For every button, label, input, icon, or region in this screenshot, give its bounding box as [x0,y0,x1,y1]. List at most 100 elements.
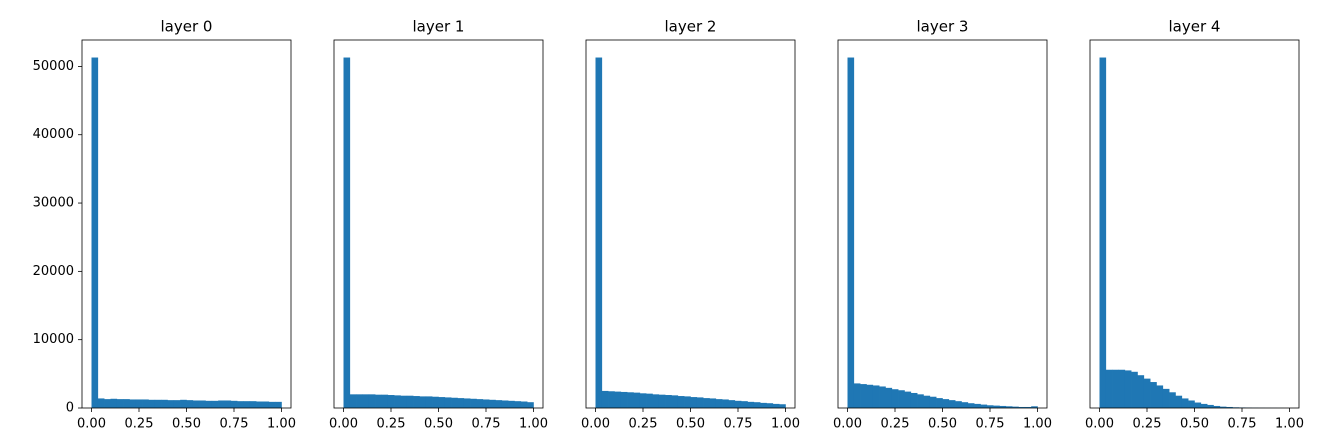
histogram-bar [432,396,439,408]
histogram-bar [1213,405,1221,408]
histogram-bar [91,57,99,409]
histogram-bar [608,391,615,408]
histogram-bar [161,399,168,408]
histogram-bar [110,398,118,408]
histogram-bar [1099,57,1107,409]
histogram-bar [1194,402,1202,408]
x-tick-label: 0.75 [220,417,249,432]
histogram-bar [224,400,232,408]
histogram-bar [715,399,723,408]
subplot-title: layer 4 [1169,18,1221,36]
histogram-bar [646,393,653,408]
x-tick-label: 0.25 [881,417,910,432]
histogram-bar [451,397,458,408]
histogram-bar [904,391,912,408]
histogram-bar [1024,406,1032,408]
histogram-bar [1105,369,1113,408]
histogram-bar [476,399,484,408]
histogram-bar [444,397,452,408]
histogram-bar [482,399,490,408]
histogram-bar [910,392,918,408]
histogram-bar [356,394,363,408]
histogram-bar [741,401,748,408]
histogram-bar [923,395,931,408]
histogram-bar [129,399,137,408]
histogram-bar [986,405,994,408]
histogram-bar [601,390,609,408]
x-tick-label: 1.00 [771,417,800,432]
subplot-title: layer 2 [665,18,717,36]
y-tick-label: 50000 [33,59,74,74]
histogram-bar [709,398,717,408]
x-tick-label: 0.50 [172,417,201,432]
histogram-bar [520,401,528,408]
histogram-bar [97,398,105,408]
histogram-bar [766,403,774,408]
histogram-bar [853,383,861,408]
histogram-bar [154,399,162,408]
histogram-bar [148,399,156,408]
axes-frame [333,39,544,409]
x-tick-label: 0.50 [676,417,705,432]
histogram-bar [514,401,522,408]
x-tick-label: 0.00 [77,417,106,432]
histogram-bar [974,403,981,408]
histogram-bar [1181,398,1189,408]
histogram-bar [1188,400,1195,408]
histogram-bar [205,400,213,408]
histogram-bar [180,399,187,408]
histogram-bar [961,402,969,408]
histogram-bar [104,399,111,408]
histogram-bar [1200,403,1208,408]
histogram-bar [936,398,943,408]
histogram-bar [419,396,427,408]
histogram-bar [734,400,742,408]
histogram-bar [671,395,679,408]
histogram-bar [885,387,893,408]
x-tick-label: 0.25 [1133,417,1162,432]
x-tick-label: 0.75 [724,417,753,432]
histogram-bar [948,400,956,408]
histogram-bar [942,399,950,408]
histogram-bar [343,57,351,409]
histogram-bar [891,389,899,408]
histogram-bar [400,395,408,408]
histogram-bar [1175,395,1183,408]
histogram-bar [1124,370,1132,408]
histogram-bar [955,401,962,408]
histogram-bar [722,399,729,408]
histogram-bar [387,395,395,408]
y-tick-label: 10000 [33,332,74,347]
x-tick-label: 0.50 [424,417,453,432]
histogram-bar [249,401,257,408]
histogram-bar [872,385,880,408]
histogram-bar [381,394,389,408]
histogram-bar [1118,369,1126,408]
histogram-bar [1207,404,1214,408]
subplot-title: layer 0 [161,18,213,36]
histogram-bar [665,395,672,408]
histogram-bar [173,400,181,408]
histogram-bar [1012,406,1019,408]
histogram-bar [620,391,628,408]
axes-frame [1089,39,1300,409]
x-tick-label: 0.00 [581,417,610,432]
histogram-bar [362,394,370,408]
histogram-bar [230,400,238,408]
axes-frame [837,39,1048,409]
histogram-bar [658,394,666,408]
histogram-bar [747,401,755,408]
histogram-bar [186,400,194,408]
histogram-bar [463,398,471,408]
histogram-bar [368,394,376,408]
histogram-bar [495,400,503,408]
x-tick-label: 0.25 [629,417,658,432]
y-tick-label: 40000 [33,127,74,142]
histogram-bar [438,397,446,408]
histogram-bar [275,401,282,408]
histogram-bar [243,401,251,408]
histogram-bar [116,399,124,408]
histogram-bar [1150,382,1157,408]
histogram-bar [967,403,975,408]
histogram-bar [917,394,924,408]
